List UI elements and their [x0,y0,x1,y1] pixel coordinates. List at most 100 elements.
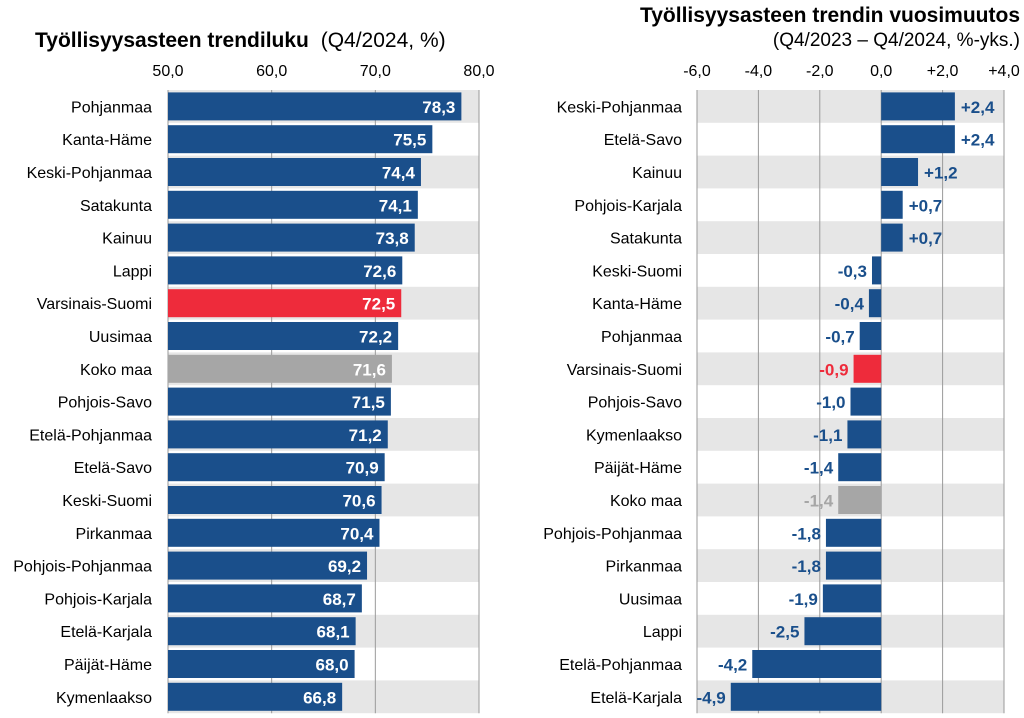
right-bar [881,92,955,121]
right-bar [804,617,882,646]
left-category-label: Etelä-Pohjanmaa [29,427,152,444]
left-value-label: 72,2 [359,328,392,347]
left-bar [168,650,355,678]
left-category-label: Satakunta [80,198,152,215]
left-bar [168,551,368,580]
right-value-label: -1,4 [804,492,834,511]
right-x-tick-label: -4,0 [745,63,773,80]
left-value-label: 74,4 [382,164,416,183]
left-value-label: 71,5 [352,393,385,412]
left-value-label: 78,3 [422,98,455,117]
right-x-tick-label: -6,0 [683,63,711,80]
right-category-label: Kanta-Häme [592,296,682,313]
left-category-label: Pohjanmaa [71,99,152,116]
left-category-label: Keski-Suomi [62,493,152,510]
right-bar [881,158,919,186]
right-bar [853,354,882,383]
right-category-label: Satakunta [610,231,682,248]
right-value-label: -0,7 [825,328,854,347]
right-bar [868,289,882,318]
left-bar [168,125,433,154]
right-category-label: Etelä-Karjala [590,690,682,707]
right-value-label: -1,8 [792,524,821,543]
right-bar [881,125,955,154]
left-category-label: Etelä-Karjala [60,624,152,641]
left-bar [168,584,362,613]
left-category-label: Kymenlaakso [56,690,152,707]
right-bar [881,190,903,219]
right-row-band [697,155,1004,189]
right-category-label: Lappi [643,624,682,641]
right-value-label: -0,9 [819,360,848,379]
right-bar [825,518,882,547]
left-category-label: Pirkanmaa [76,526,153,543]
left-value-label: 75,5 [393,131,426,150]
left-bar [168,190,418,219]
left-category-label: Etelä-Savo [74,460,152,477]
left-bar [168,92,462,121]
right-bar [850,387,882,416]
right-value-label: -0,4 [835,295,865,314]
right-row-band [697,352,1004,386]
left-x-tick-label: 60,0 [256,63,287,80]
right-category-label: Kymenlaakso [586,427,682,444]
left-bar [168,617,356,646]
right-category-label: Etelä-Pohjanmaa [559,657,682,674]
right-row-band [697,90,1004,123]
left-value-label: 68,1 [317,623,350,642]
right-category-label: Pohjois-Karjala [574,198,682,215]
left-bar [168,322,399,350]
left-category-label: Lappi [113,263,152,280]
left-category-label: Pohjois-Karjala [44,591,152,608]
left-category-label: Kanta-Häme [62,132,152,149]
left-bar [168,420,388,449]
right-bar [881,223,903,252]
right-category-label: Varsinais-Suomi [567,362,682,379]
left-bar [168,223,415,252]
left-title-sub: (Q4/2024, %) [321,29,446,52]
right-x-tick-label: 0,0 [870,63,892,80]
right-value-label: +2,4 [961,98,995,117]
left-value-label: 72,5 [362,295,395,314]
left-value-label: 72,6 [363,262,396,281]
left-category-label: Päijät-Häme [64,657,152,674]
right-x-tick-label: +2,0 [927,63,959,80]
right-category-label: Päijät-Häme [594,460,682,477]
left-value-label: 74,1 [379,196,412,215]
left-category-label: Pohjois-Savo [58,395,152,412]
right-bar [859,322,882,350]
right-category-label: Kainuu [632,165,682,182]
right-bar [822,584,882,613]
left-bar [168,289,402,318]
left-bar [168,354,392,383]
right-value-label: -4,9 [696,688,725,707]
right-value-label: -4,2 [718,656,747,675]
right-category-label: Pirkanmaa [606,559,683,576]
right-category-label: Uusimaa [619,591,682,608]
left-value-label: 66,8 [303,688,336,707]
right-category-label: Pohjanmaa [601,329,682,346]
right-category-label: Pohjois-Savo [588,395,682,412]
left-value-label: 70,9 [346,459,379,478]
left-category-label: Keski-Pohjanmaa [27,165,153,182]
right-bar [871,256,882,285]
left-bar [168,682,343,711]
left-bar-chart: 50,0 60,0 70,0 80,0 Pohjanmaa 78,3 Kanta-Häme 7… [13,63,495,714]
right-value-label: -1,4 [804,459,834,478]
left-value-label: 73,8 [376,229,409,248]
right-category-label: Keski-Suomi [592,263,682,280]
left-bar [168,518,380,547]
right-x-tick-label: +4,0 [988,63,1020,80]
left-category-label: Varsinais-Suomi [37,296,152,313]
left-title-main: Työllisyysasteen trendiluku [35,29,309,52]
left-value-label: 68,7 [323,590,356,609]
left-x-tick-label: 80,0 [463,63,494,80]
right-value-label: -1,1 [813,426,842,445]
right-bar [838,453,882,482]
left-value-label: 68,0 [316,656,349,675]
left-bar [168,158,421,186]
left-value-label: 71,6 [353,360,386,379]
left-value-label: 70,4 [340,524,374,543]
left-value-label: 71,2 [349,426,382,445]
